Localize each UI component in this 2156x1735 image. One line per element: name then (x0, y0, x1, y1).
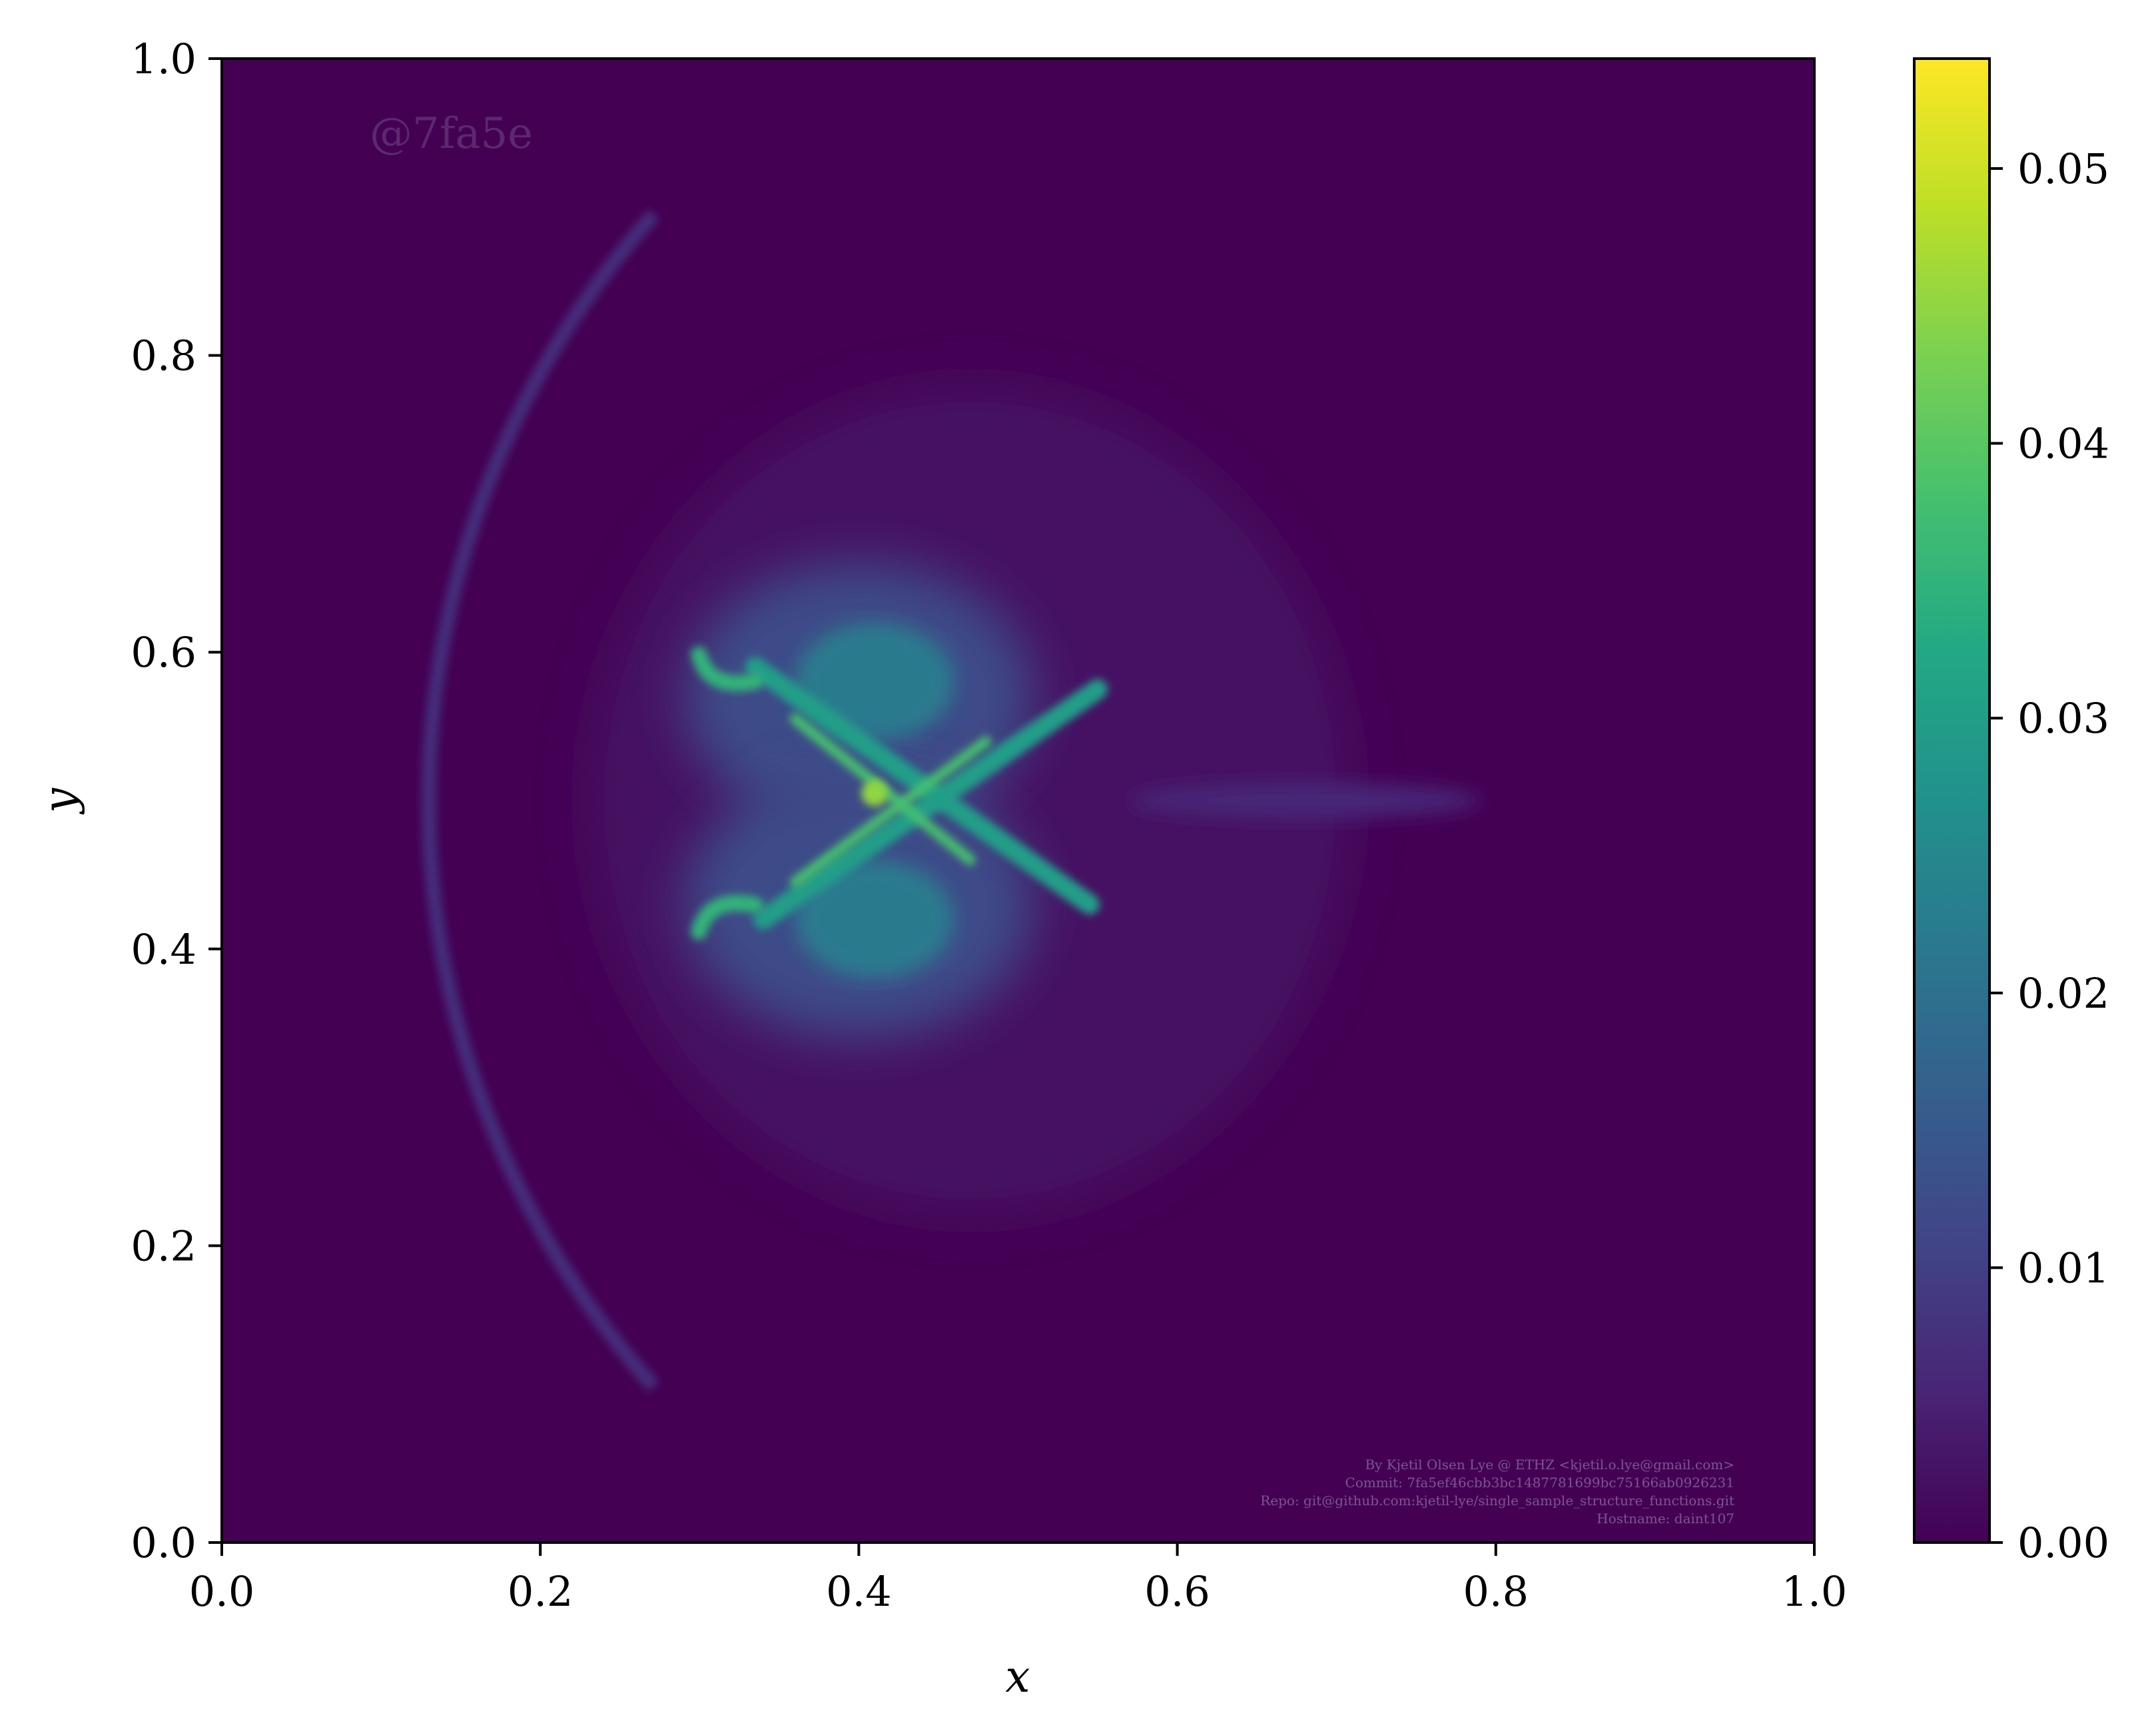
y-tick-label: 0.6 (131, 628, 196, 677)
colorbar: 0.00 0.01 0.02 0.03 0.04 0.05 (1913, 57, 2109, 1567)
x-tick-label: 0.2 (508, 1567, 573, 1616)
colorbar-gradient (1914, 59, 1989, 1543)
y-tick-label: 0.0 (131, 1519, 196, 1567)
colorbar-tick-label: 0.05 (2017, 145, 2109, 193)
y-axis: 0.0 0.2 0.4 0.6 0.8 1.0 (131, 35, 222, 1567)
y-tick-label: 0.8 (131, 332, 196, 380)
credits-line: Repo: git@github.com:kjetil-lye/single_s… (1260, 1493, 1734, 1509)
x-axis: 0.0 0.2 0.4 0.6 0.8 1.0 (189, 1543, 1848, 1616)
credits-line: By Kjetil Olsen Lye @ ETHZ <kjetil.o.lye… (1365, 1457, 1734, 1473)
colorbar-ticks: 0.00 0.01 0.02 0.03 0.04 0.05 (1989, 145, 2109, 1567)
cross-arm-2 (753, 679, 1108, 930)
colorbar-tick-label: 0.03 (2017, 694, 2109, 743)
x-tick-label: 0.8 (1463, 1567, 1529, 1616)
cross-arm-2-core (789, 735, 992, 888)
y-axis-label: y (34, 788, 85, 815)
cross-center (861, 779, 889, 807)
colorbar-tick-label: 0.04 (2017, 420, 2109, 468)
lower-hook (691, 894, 764, 940)
trailing-jet (1129, 783, 1480, 819)
credits-line: Hostname: daint107 (1597, 1511, 1734, 1527)
credits-line: Commit: 7fa5ef46cbb3bc1487781699bc75166a… (1345, 1475, 1734, 1491)
plot-area: @7fa5e By Kjetil Olsen Lye @ ETHZ <kjeti… (220, 57, 1816, 1544)
colorbar-tick-label: 0.02 (2017, 969, 2109, 1018)
upper-hook (691, 646, 764, 691)
lower-blob-core (795, 860, 954, 979)
x-axis-label: x (1005, 1651, 1030, 1702)
x-tick-label: 1.0 (1782, 1567, 1848, 1616)
bow-shock-arc (421, 209, 659, 1392)
plot-frame (220, 57, 1816, 1544)
colorbar-frame (1913, 57, 1991, 1544)
x-tick-label: 0.0 (189, 1567, 255, 1616)
y-tick-label: 1.0 (131, 35, 196, 83)
y-tick-label: 0.2 (131, 1221, 196, 1270)
x-tick-label: 0.6 (1144, 1567, 1210, 1616)
x-tick-label: 0.4 (826, 1567, 892, 1616)
watermark-text: @7fa5e (370, 109, 533, 159)
y-tick-label: 0.4 (131, 925, 196, 974)
heatmap-field (421, 209, 1480, 1392)
credits-block: By Kjetil Olsen Lye @ ETHZ <kjetil.o.lye… (1260, 1457, 1734, 1527)
colorbar-tick-label: 0.00 (2017, 1519, 2109, 1567)
colorbar-tick-label: 0.01 (2017, 1243, 2109, 1292)
